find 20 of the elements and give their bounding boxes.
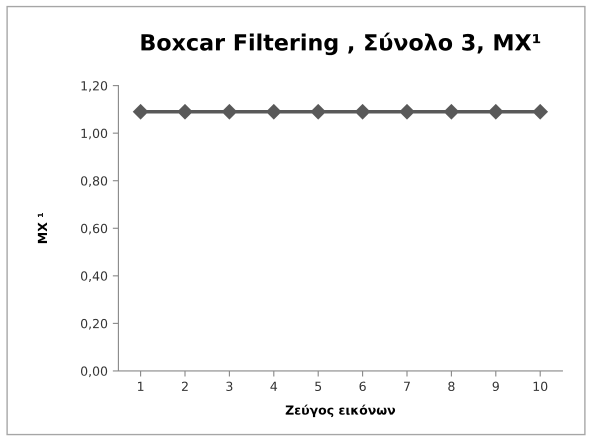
y-axis-title: MX ¹ xyxy=(38,213,47,244)
x-tick-label: 3 xyxy=(226,382,232,392)
y-tick-label: 0,60 xyxy=(80,224,108,234)
y-tick-label: 0,20 xyxy=(80,318,108,330)
y-tick-label: 0,40 xyxy=(80,271,108,282)
x-tick-label: 8 xyxy=(448,382,455,392)
x-tick-label: 2 xyxy=(182,382,188,391)
x-tick-label: 7 xyxy=(404,382,410,391)
x-tick-label: 5 xyxy=(315,382,322,392)
y-tick-label: 1,20 xyxy=(82,81,108,92)
y-tick-label: 0,00 xyxy=(80,366,108,378)
x-axis-title: Ζεύγος εικόνων xyxy=(286,404,396,418)
chart-title: Boxcar Filtering , Σύνολο 3, MX¹ xyxy=(141,32,540,56)
x-tick-label: 9 xyxy=(492,382,499,392)
x-tick-label: 4 xyxy=(270,382,278,391)
x-tick-label: 1 xyxy=(138,382,144,391)
y-tick-label: 0,80 xyxy=(80,176,108,187)
x-tick-label: 6 xyxy=(359,382,366,392)
x-tick-label: 10 xyxy=(534,382,548,392)
y-tick-label: 1,00 xyxy=(82,128,108,140)
